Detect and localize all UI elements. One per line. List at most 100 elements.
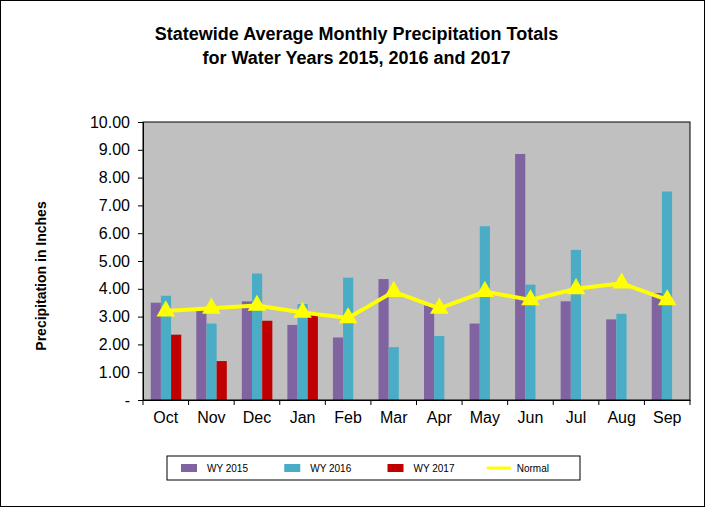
y-tick-label: 1.00 bbox=[99, 364, 130, 381]
y-tick-mark bbox=[138, 400, 143, 401]
x-separator-tick bbox=[690, 400, 691, 405]
x-separator-tick bbox=[234, 400, 235, 405]
y-tick: 9.00 bbox=[99, 141, 143, 158]
y-tick-label: 5.00 bbox=[99, 253, 130, 270]
bar bbox=[434, 336, 444, 400]
y-tick-label: 7.00 bbox=[99, 197, 130, 214]
bar bbox=[217, 361, 227, 400]
legend-swatch bbox=[487, 467, 511, 470]
bar bbox=[470, 324, 480, 400]
bar bbox=[616, 314, 626, 400]
y-tick-mark bbox=[138, 233, 143, 234]
y-tick-label: 6.00 bbox=[99, 225, 130, 242]
series-marker bbox=[384, 281, 403, 297]
x-tick-label: Jul bbox=[566, 409, 586, 426]
y-axis: - 1.00 2.00 3.00 4.00 5.00 6.00 7.00 8.00 9.00 10.… bbox=[90, 114, 144, 409]
y-tick-mark bbox=[138, 150, 143, 151]
legend-label: WY 2016 bbox=[310, 463, 351, 474]
y-tick: 7.00 bbox=[99, 197, 143, 214]
y-tick-label: 4.00 bbox=[99, 280, 130, 297]
series-marker bbox=[248, 295, 267, 311]
y-tick-label: 3.00 bbox=[99, 308, 130, 325]
legend-box bbox=[167, 456, 580, 480]
y-tick-label: 10.00 bbox=[90, 114, 130, 131]
bar bbox=[389, 347, 399, 400]
series-marker bbox=[202, 298, 221, 314]
x-tick: Dec bbox=[243, 400, 271, 426]
bar bbox=[424, 305, 434, 400]
x-tick-label: Feb bbox=[334, 409, 362, 426]
x-tick-label: Mar bbox=[380, 409, 408, 426]
series-line bbox=[166, 283, 667, 318]
bar bbox=[206, 324, 216, 400]
y-tick-label: 9.00 bbox=[99, 141, 130, 158]
y-tick-mark bbox=[138, 344, 143, 345]
y-tick-mark bbox=[138, 205, 143, 206]
x-axis: Oct Nov Dec Jan Feb Mar Apr May Jun Jul Aug Sep bbox=[144, 400, 691, 426]
y-axis-line bbox=[143, 123, 144, 401]
series-marker bbox=[521, 289, 540, 305]
y-tick-label: 8.00 bbox=[99, 169, 130, 186]
chart-title: Statewide Average Monthly Precipitation … bbox=[155, 24, 558, 68]
x-tick: Jun bbox=[518, 400, 544, 426]
y-tick-label: 2.00 bbox=[99, 336, 130, 353]
legend-swatch bbox=[284, 464, 300, 472]
bar bbox=[606, 319, 616, 400]
bar bbox=[333, 337, 343, 400]
x-separator-tick bbox=[644, 400, 645, 405]
bar bbox=[343, 278, 353, 400]
legend-label: WY 2017 bbox=[414, 463, 455, 474]
x-separator-tick bbox=[462, 400, 463, 405]
bar bbox=[652, 293, 662, 400]
bar bbox=[515, 154, 525, 400]
plot-frame bbox=[143, 122, 690, 400]
x-tick: May bbox=[470, 400, 500, 426]
y-tick-mark bbox=[138, 261, 143, 262]
x-tick-label: Sep bbox=[653, 409, 682, 426]
x-tick: Feb bbox=[334, 400, 362, 426]
x-tick-label: Nov bbox=[197, 409, 225, 426]
bar bbox=[242, 301, 252, 400]
plot-background bbox=[143, 122, 690, 400]
y-tick: 3.00 bbox=[99, 308, 143, 325]
series-marker bbox=[612, 272, 631, 288]
bar bbox=[287, 325, 297, 400]
x-tick: Aug bbox=[607, 400, 635, 426]
bar bbox=[561, 301, 571, 400]
x-tick-label: Jan bbox=[290, 409, 316, 426]
bar bbox=[308, 312, 318, 400]
x-tick: Sep bbox=[653, 400, 682, 426]
x-separator-tick bbox=[279, 400, 280, 405]
y-tick-label: - bbox=[125, 392, 130, 409]
y-tick-mark bbox=[138, 122, 143, 123]
y-axis-title: Precipitation in Inches bbox=[33, 201, 49, 351]
x-tick-label: Apr bbox=[427, 409, 453, 426]
y-tick: 1.00 bbox=[99, 364, 143, 381]
bar bbox=[262, 321, 272, 400]
plot-marks bbox=[151, 154, 677, 400]
y-tick: 4.00 bbox=[99, 280, 143, 297]
legend-swatch bbox=[181, 464, 197, 472]
x-separator-tick bbox=[188, 400, 189, 405]
x-separator-tick bbox=[598, 400, 599, 405]
x-tick-label: Jun bbox=[518, 409, 544, 426]
x-tick: Jan bbox=[290, 400, 316, 426]
chart-border bbox=[1, 1, 705, 507]
legend: WY 2015WY 2016WY 2017Normal bbox=[167, 456, 580, 480]
bar bbox=[151, 303, 161, 400]
y-tick: - bbox=[125, 392, 143, 409]
x-tick: Nov bbox=[197, 400, 225, 426]
bar bbox=[252, 274, 262, 400]
series-marker bbox=[430, 298, 449, 314]
y-tick-mark bbox=[138, 289, 143, 290]
y-tick: 5.00 bbox=[99, 253, 143, 270]
x-separator-tick bbox=[553, 400, 554, 405]
y-tick-mark bbox=[138, 317, 143, 318]
x-tick: Mar bbox=[380, 400, 408, 426]
x-tick-label: Oct bbox=[153, 409, 178, 426]
series-marker bbox=[339, 307, 358, 323]
x-separator-tick bbox=[370, 400, 371, 405]
x-separator-tick bbox=[325, 400, 326, 405]
y-tick: 8.00 bbox=[99, 169, 143, 186]
series-marker bbox=[293, 302, 312, 318]
